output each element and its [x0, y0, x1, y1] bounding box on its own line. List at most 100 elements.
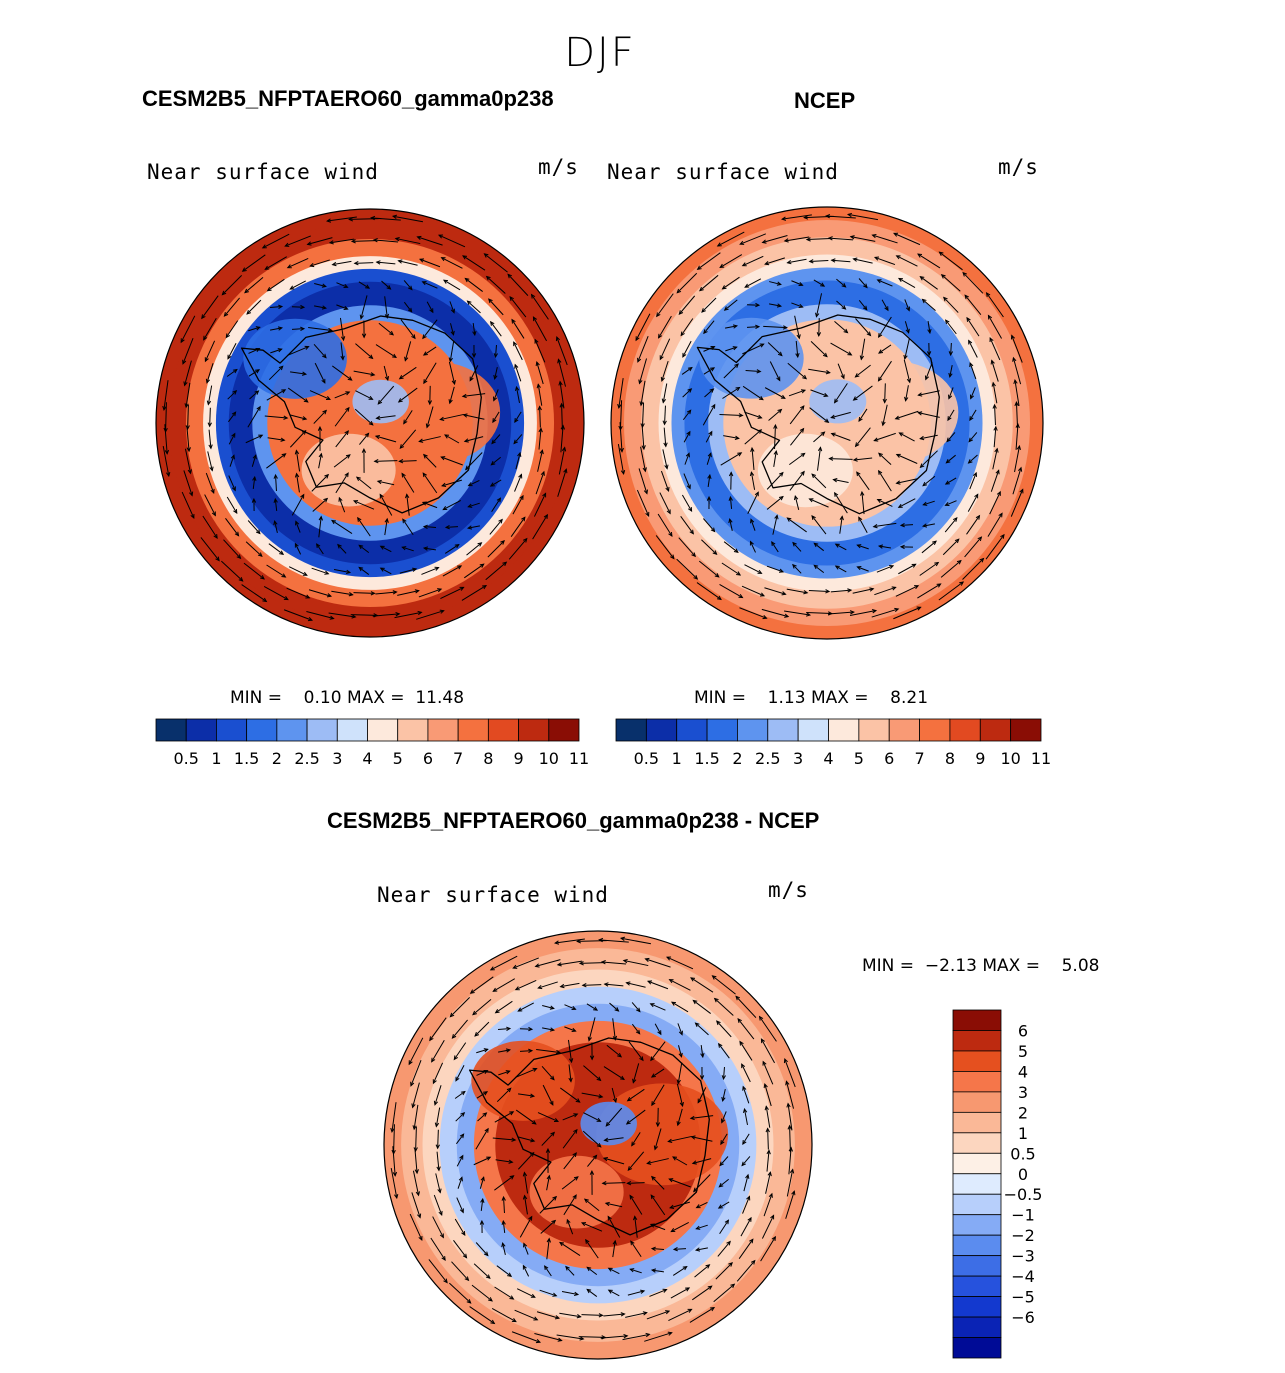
colorbar-box	[952, 1050, 1002, 1072]
colorbar-tick-label: −3	[1011, 1247, 1035, 1266]
colorbar-box	[518, 718, 550, 742]
wind-vector-head	[338, 496, 343, 502]
wind-vector-head	[859, 355, 865, 361]
wind-vector-head	[830, 432, 836, 437]
wind-vector	[900, 524, 914, 526]
wind-vector	[742, 1196, 750, 1214]
colorbar-tick-label: 10	[539, 749, 559, 768]
wind-vector-head	[632, 1078, 637, 1084]
wind-vector-head	[832, 478, 838, 483]
wind-vector	[248, 348, 260, 354]
wind-vector	[690, 1115, 714, 1119]
wind-vector	[494, 367, 498, 379]
wind-vector-head	[254, 390, 260, 395]
wind-vectors	[617, 212, 1024, 620]
wind-vector	[426, 406, 434, 428]
wind-vector	[751, 448, 755, 470]
wind-vector-head	[742, 1107, 748, 1114]
map-boundary	[383, 930, 813, 1360]
wind-vector	[787, 362, 807, 380]
wind-vector	[377, 385, 395, 405]
wind-vector-head	[666, 509, 671, 515]
max-value: 11.48	[415, 688, 465, 708]
wind-vector	[789, 1125, 791, 1153]
wind-vector-head	[281, 573, 287, 578]
wind-vector	[853, 258, 873, 264]
wind-vector	[245, 434, 263, 444]
wind-vector-head	[830, 414, 836, 419]
wind-vector	[898, 563, 916, 575]
wind-vector	[893, 232, 921, 246]
wind-vector	[311, 474, 329, 492]
wind-vector-head	[719, 263, 725, 269]
wind-vector-head	[404, 356, 409, 362]
wind-vector-head	[816, 332, 822, 338]
wind-vector	[340, 342, 344, 360]
wind-vector-head	[353, 261, 359, 266]
wind-vector	[917, 253, 941, 269]
wind-vector-head	[695, 1204, 701, 1209]
wind-vector-head	[771, 540, 776, 546]
wind-vector-head	[511, 1137, 517, 1142]
wind-vector-head	[862, 305, 868, 311]
wind-vector	[767, 342, 783, 356]
wind-vector-head	[858, 516, 863, 522]
wind-vector-head	[695, 1225, 701, 1230]
wind-vector	[681, 494, 693, 512]
wind-vector	[813, 542, 825, 552]
wind-vector-head	[232, 368, 238, 374]
wind-vector-head	[612, 1098, 618, 1104]
wind-vector-head	[509, 1111, 515, 1116]
wind-vector	[449, 386, 455, 404]
wind-vector	[784, 236, 810, 242]
contour-blob	[809, 379, 867, 424]
min-label: MIN =	[230, 688, 283, 708]
wind-vector	[617, 443, 625, 475]
wind-vector	[938, 581, 964, 601]
wind-vector	[539, 1196, 557, 1214]
wind-vector-head	[758, 1015, 764, 1021]
colorbar-tick-label: 2	[732, 749, 742, 768]
wind-vector	[164, 424, 168, 454]
max-label: MAX =	[982, 956, 1040, 976]
wind-vector-head	[927, 328, 932, 335]
wind-vector-head	[759, 343, 765, 348]
contour-blob	[529, 1155, 624, 1229]
colorbar-tick-label: 8	[483, 749, 493, 768]
wind-vector-head	[754, 491, 759, 497]
wind-vector	[514, 364, 522, 382]
wind-vector-head	[897, 277, 904, 282]
wind-vector-head	[783, 1057, 789, 1064]
wind-vector-head	[690, 1135, 696, 1140]
wind-vector	[678, 295, 696, 315]
wind-vector	[268, 365, 284, 381]
wind-vector-head	[571, 1027, 577, 1032]
wind-vector	[706, 453, 712, 465]
wind-vector	[353, 500, 375, 510]
wind-vector-head	[523, 1242, 528, 1248]
wind-vector	[898, 277, 916, 289]
wind-vector	[290, 280, 306, 290]
wind-vector-head	[603, 982, 609, 987]
max-value: 5.08	[1061, 956, 1100, 976]
wind-vector	[650, 1003, 666, 1011]
wind-vector	[836, 300, 846, 310]
wind-vector-head	[209, 466, 214, 472]
wind-vector-head	[559, 1241, 565, 1247]
wind-vector-head	[891, 586, 897, 591]
wind-vector	[1014, 445, 1020, 473]
wind-vector	[221, 274, 243, 296]
wind-vector-head	[461, 393, 467, 399]
wind-vector	[707, 474, 711, 488]
wind-vector-head	[736, 571, 742, 576]
wind-vector	[494, 1111, 514, 1123]
wind-vector	[609, 1002, 619, 1012]
wind-vector	[477, 1112, 487, 1122]
wind-vector	[399, 460, 417, 462]
wind-vector	[641, 424, 645, 450]
wind-vector	[308, 326, 332, 332]
wind-vector	[668, 1135, 692, 1143]
wind-vector-head	[384, 313, 390, 319]
wind-vector-head	[519, 494, 524, 500]
wind-vector-head	[483, 1251, 489, 1257]
